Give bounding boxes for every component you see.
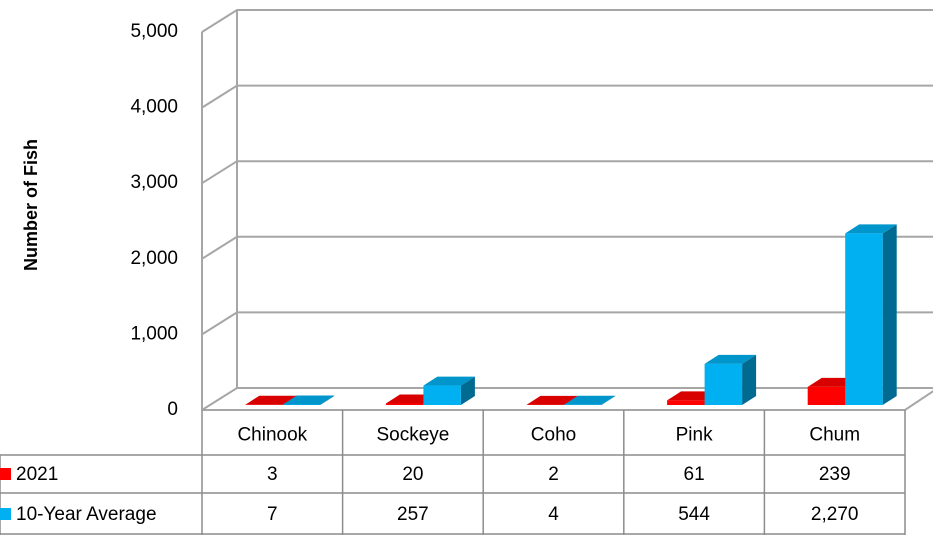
legend-swatch: [0, 468, 11, 480]
grid-line: [201, 311, 933, 336]
table-value: 20: [402, 464, 423, 485]
bar: [385, 403, 424, 405]
x-tick-label: Coho: [531, 425, 576, 446]
grid-line: [201, 84, 933, 109]
bar: [282, 404, 321, 405]
grid-line: [201, 235, 933, 260]
table-value: 3: [267, 464, 278, 485]
bar-top: [423, 376, 475, 386]
grid-line: [201, 9, 933, 33]
bar-top: [282, 395, 335, 405]
table-value: 544: [678, 504, 710, 525]
legend-swatch: [0, 508, 11, 520]
table-value: 2: [548, 464, 559, 485]
y-tick-label: 5,000: [130, 21, 178, 42]
bar-top: [564, 395, 616, 405]
bar-top: [526, 395, 578, 405]
bar: [807, 386, 846, 405]
x-tick-label: Chinook: [237, 425, 307, 446]
y-tick-label: 0: [167, 399, 178, 420]
bar-top: [245, 395, 297, 405]
table-value: 4: [548, 504, 559, 525]
y-tick-label: 3,000: [130, 172, 178, 193]
y-tick-label: 1,000: [130, 323, 178, 344]
y-tick-label: 2,000: [130, 248, 178, 269]
grid-line: [201, 387, 933, 411]
table-value: 257: [397, 504, 429, 525]
bar-side: [320, 395, 335, 405]
table-value: 239: [819, 464, 851, 485]
table-value: 7: [267, 504, 278, 525]
y-tick-label: 4,000: [130, 97, 178, 118]
grid-line: [201, 160, 933, 185]
legend-label: 10-Year Average: [16, 504, 157, 525]
bar-top: [704, 354, 757, 364]
bar-side: [742, 354, 757, 405]
bar-side: [601, 395, 616, 405]
table-value: 2,270: [811, 504, 859, 525]
legend-label: 2021: [16, 464, 58, 485]
bar-top: [845, 224, 897, 234]
y-axis-label: Number of Fish: [21, 139, 41, 271]
bar-side: [460, 376, 475, 405]
x-tick-label: Pink: [676, 425, 713, 446]
bar: [704, 363, 743, 405]
x-tick-label: Sockeye: [376, 425, 449, 446]
table-value: 61: [684, 464, 705, 485]
bar-side: [882, 224, 897, 405]
x-tick-label: Chum: [809, 425, 860, 446]
bar: [845, 233, 883, 405]
bar: [423, 385, 461, 405]
bar: [667, 400, 705, 405]
